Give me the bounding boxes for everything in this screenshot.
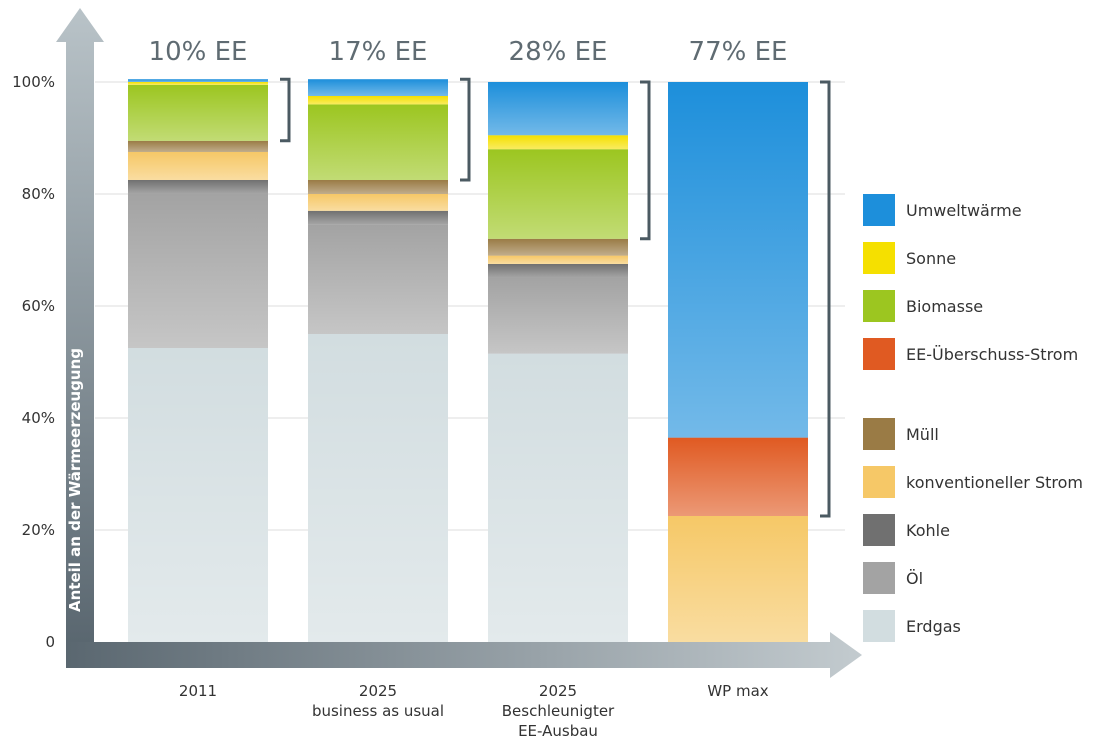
bar-segment-shade xyxy=(488,264,628,278)
bar-segment-shade xyxy=(488,149,628,239)
ee-share-label: 77% EE xyxy=(689,37,788,67)
ee-share-label: 10% EE xyxy=(149,37,248,67)
category-label: 2011 xyxy=(179,682,217,700)
bar-segment-shade xyxy=(308,180,448,194)
legend-label-kohle: Kohle xyxy=(906,521,950,540)
legend-label-ee-ueberschuss-strom: EE-Überschuss-Strom xyxy=(906,345,1078,364)
ee-share-labels: 10% EE 17% EE 28% EE 77% EE xyxy=(149,37,788,67)
bar-segment-shade xyxy=(308,96,448,105)
bar-segment-shade xyxy=(668,82,808,438)
legend-label-konventioneller-strom: konventioneller Strom xyxy=(906,473,1083,492)
category-labels: 2011 2025 business as usual 2025 Beschleunig… xyxy=(179,682,769,740)
y-tick-label: 0 xyxy=(45,633,55,651)
bar-segment-shade xyxy=(128,79,268,82)
legend-swatch-biomasse xyxy=(863,290,895,322)
bar-segment-shade xyxy=(308,224,448,334)
legend-label-oel: Öl xyxy=(906,569,923,588)
ee-bracket xyxy=(820,80,831,518)
ee-share-label: 17% EE xyxy=(329,37,428,67)
y-tick-label: 40% xyxy=(22,409,55,427)
legend-label-sonne: Sonne xyxy=(906,249,956,268)
y-tick-label: 80% xyxy=(22,185,55,203)
bar-segment-shade xyxy=(668,516,808,642)
y-axis-arrow xyxy=(56,8,104,642)
bar-segment-shade xyxy=(128,140,268,152)
ee-bracket xyxy=(640,80,651,241)
bar-segment-shade xyxy=(488,82,628,136)
bar-segment-shade xyxy=(308,79,448,96)
bar-segment-shade xyxy=(308,334,448,642)
legend-swatch-ee-ueberschuss-strom xyxy=(863,338,895,370)
legend-swatch-konventioneller-strom xyxy=(863,466,895,498)
y-tick-label: 20% xyxy=(22,521,55,539)
bar-segment-shade xyxy=(128,82,268,85)
bar-segment-shade xyxy=(128,180,268,194)
x-axis-arrow xyxy=(66,632,862,678)
legend-swatch-muell xyxy=(863,418,895,450)
bar-segment-shade xyxy=(668,437,808,516)
legend-label-biomasse: Biomasse xyxy=(906,297,983,316)
y-tick-label: 100% xyxy=(12,73,55,91)
bar-segment-shade xyxy=(488,135,628,150)
bar-segment-shade xyxy=(488,238,628,256)
bar-segment-shade xyxy=(308,104,448,180)
bar-segment-shade xyxy=(128,348,268,642)
y-axis-label: Anteil an der Wärmeerzeugung xyxy=(66,348,84,612)
bars xyxy=(128,79,808,642)
legend-label-muell: Müll xyxy=(906,425,939,444)
category-label: EE-Ausbau xyxy=(518,722,598,740)
legend-swatch-sonne xyxy=(863,242,895,274)
ee-share-label: 28% EE xyxy=(509,37,608,67)
legend-swatch-kohle xyxy=(863,514,895,546)
ee-brackets xyxy=(280,77,831,518)
bar-segment-shade xyxy=(308,194,448,211)
legend-swatch-umweltwaerme xyxy=(863,194,895,226)
category-label: Beschleunigter xyxy=(502,702,615,720)
legend-label-umweltwaerme: Umweltwärme xyxy=(906,201,1022,220)
bar-segment-shade xyxy=(488,255,628,264)
bar-segment-shade xyxy=(128,84,268,141)
bar-segment-shade xyxy=(488,353,628,642)
ee-bracket xyxy=(280,77,291,143)
y-tick-label: 60% xyxy=(22,297,55,315)
legend-label-erdgas: Erdgas xyxy=(906,617,961,636)
legend-swatch-erdgas xyxy=(863,610,895,642)
legend: Umweltwärme Sonne Biomasse EE-Überschuss-St… xyxy=(863,194,1083,642)
bar-segment-shade xyxy=(308,210,448,225)
bar-segment-shade xyxy=(128,152,268,180)
category-label: business as usual xyxy=(312,702,444,720)
category-label: WP max xyxy=(707,682,768,700)
ee-bracket xyxy=(460,77,471,182)
category-label: 2025 xyxy=(359,682,397,700)
bar-segment-shade xyxy=(488,278,628,354)
axes: Anteil an der Wärmeerzeugung xyxy=(56,8,862,678)
y-tick-labels: 0 20% 40% 60% 80% 100% xyxy=(12,73,55,651)
legend-swatch-oel xyxy=(863,562,895,594)
category-label: 2025 xyxy=(539,682,577,700)
bar-segment-shade xyxy=(128,194,268,348)
